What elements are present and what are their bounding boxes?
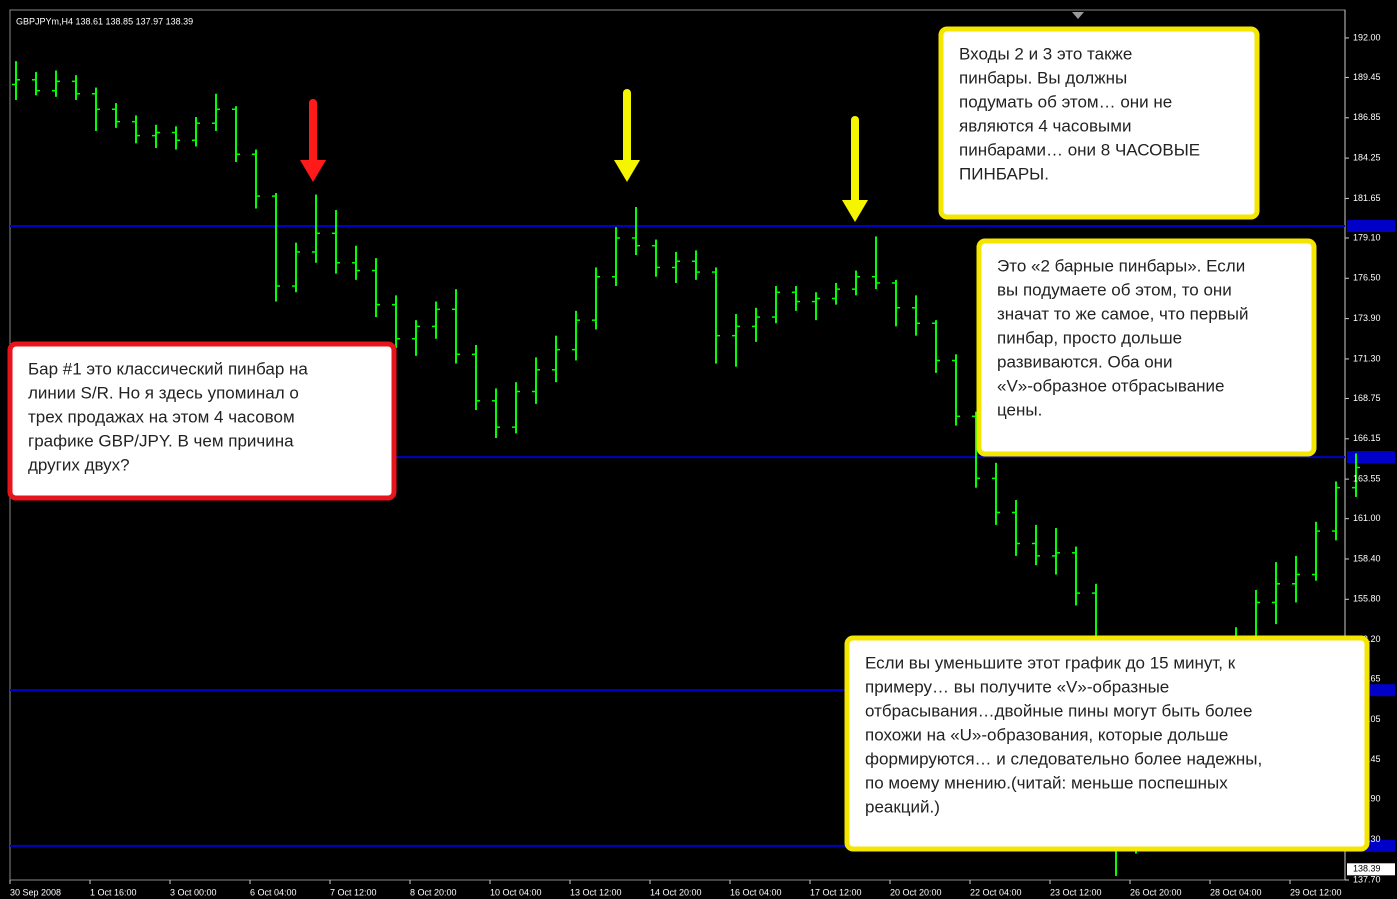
annotation-text: вы подумаете об этом, то они — [997, 280, 1232, 299]
arrow-head — [300, 160, 326, 182]
x-tick-label: 16 Oct 04:00 — [730, 887, 782, 897]
annotation-text: других двух? — [28, 455, 130, 474]
x-tick-label: 6 Oct 04:00 — [250, 887, 297, 897]
annotation-box — [938, 26, 1260, 220]
y-tick-label: 176.50 — [1353, 273, 1381, 283]
x-tick-label: 26 Oct 20:00 — [1130, 887, 1182, 897]
arrows — [300, 89, 868, 222]
price-tag — [1347, 863, 1395, 876]
y-tick-label: 158.40 — [1353, 553, 1381, 563]
annotation-text: значат то же самое, что первый — [997, 304, 1249, 323]
annotation-text: примеру… вы получите «V»-образные — [865, 677, 1169, 696]
y-tick-label: 163.55 — [1353, 473, 1381, 483]
y-tick-label: 173.90 — [1353, 313, 1381, 323]
x-tick-label: 1 Oct 16:00 — [90, 887, 137, 897]
y-tick-label: 171.30 — [1353, 353, 1381, 363]
chart-title: GBPJPYm,H4 138.61 138.85 137.97 138.39 — [16, 16, 193, 26]
annotation-text: пинбар, просто дольше — [997, 328, 1182, 347]
annotation-text: формируются… и следовательно более надеж… — [865, 749, 1262, 768]
x-tick-label: 3 Oct 00:00 — [170, 887, 217, 897]
annotation-box — [7, 341, 397, 501]
y-tick-label: 168.75 — [1353, 393, 1381, 403]
x-tick-label: 22 Oct 04:00 — [970, 887, 1022, 897]
annotation-text: графике GBP/JPY. В чем причина — [28, 431, 294, 450]
arrow-head — [842, 200, 868, 222]
annotation-text: Бар #1 это классический пинбар на — [28, 359, 308, 378]
x-tick-label: 14 Oct 20:00 — [650, 887, 702, 897]
x-tick-label: 29 Oct 12:00 — [1290, 887, 1342, 897]
level-tag — [1347, 451, 1395, 464]
y-tick-label: 189.45 — [1353, 72, 1381, 82]
annotation-text: ПИНБАРЫ. — [959, 164, 1049, 183]
x-tick-label: 20 Oct 20:00 — [890, 887, 942, 897]
annotation-text: реакций.) — [865, 797, 940, 816]
annotation-text: линии S/R. Но я здесь упоминал о — [28, 383, 299, 402]
y-tick-label: 166.15 — [1353, 433, 1381, 443]
annotation-text: Это «2 барные пинбары». Если — [997, 256, 1245, 275]
annotation-text: развиваются. Оба они — [997, 352, 1173, 371]
level-tag — [1347, 220, 1395, 233]
x-tick-label: 10 Oct 04:00 — [490, 887, 542, 897]
y-tick-label: 192.00 — [1353, 32, 1381, 42]
x-tick-label: 7 Oct 12:00 — [330, 887, 377, 897]
x-tick-label: 23 Oct 12:00 — [1050, 887, 1102, 897]
annotation-box — [844, 635, 1370, 852]
y-tick-label: 186.85 — [1353, 112, 1381, 122]
y-tick-label: 155.80 — [1353, 594, 1381, 604]
annotation-text: Если вы уменьшите этот график до 15 мину… — [865, 653, 1236, 672]
x-tick-label: 17 Oct 12:00 — [810, 887, 862, 897]
annotation-text: «V»-образное отбрасывание — [997, 376, 1225, 395]
x-tick-label: 30 Sep 2008 — [10, 887, 61, 897]
annotation-text: отбрасывания…двойные пины могут быть бол… — [865, 701, 1252, 720]
annotation-text: похожи на «U»-образования, которые дольш… — [865, 725, 1228, 744]
annotation-text: пинбарами… они 8 ЧАСОВЫЕ — [959, 140, 1200, 159]
y-tick-label: 161.00 — [1353, 513, 1381, 523]
annotation-box — [976, 238, 1317, 457]
x-tick-label: 28 Oct 04:00 — [1210, 887, 1262, 897]
annotation-text: являются 4 часовыми — [959, 116, 1131, 135]
x-tick-label: 13 Oct 12:00 — [570, 887, 622, 897]
arrow-head — [614, 160, 640, 182]
annotation-text: Входы 2 и 3 это также — [959, 44, 1132, 63]
y-tick-label: 181.65 — [1353, 193, 1381, 203]
annotation-text: пинбары. Вы должны — [959, 68, 1127, 87]
marker — [1072, 12, 1084, 19]
y-tick-label: 137.70 — [1353, 874, 1381, 884]
y-tick-label: 179.10 — [1353, 232, 1381, 242]
annotation-text: подумать об этом… они не — [959, 92, 1172, 111]
annotation-text: трех продажах на этом 4 часовом — [28, 407, 295, 426]
y-tick-label: 184.25 — [1353, 152, 1381, 162]
annotation-text: по моему мнению.(читай: меньше поспешных — [865, 773, 1228, 792]
annotation-text: цены. — [997, 400, 1042, 419]
price-label: 138.39 — [1353, 864, 1381, 874]
x-tick-label: 8 Oct 20:00 — [410, 887, 457, 897]
